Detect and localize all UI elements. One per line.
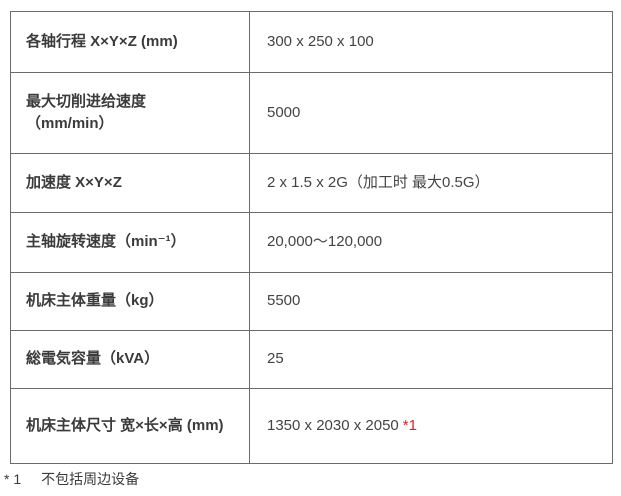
spec-row: 加速度 X×Y×Z 2 x 1.5 x 2G（加工时 最大0.5G）: [10, 153, 613, 213]
spec-value: 1350 x 2030 x 2050: [267, 416, 399, 434]
spec-value: 5000: [267, 103, 301, 121]
spec-value: 300 x 250 x 100: [267, 32, 374, 50]
spec-label: 総電気容量（kVA）: [10, 330, 250, 389]
spec-note-ref: *1: [402, 416, 417, 434]
spec-value-cell: 5000: [249, 72, 613, 154]
footnote-marker: * 1: [4, 471, 22, 487]
spec-value-cell: 5500: [249, 272, 613, 331]
spec-row: 最大切削进给速度 （mm/min） 5000: [10, 72, 613, 154]
spec-label: 机床主体重量（kg）: [10, 272, 250, 331]
footnote: * 1 不包括周边设备: [4, 470, 139, 488]
spec-label: 最大切削进给速度 （mm/min）: [10, 72, 250, 154]
spec-value-cell: 20,000～120,000: [249, 212, 613, 273]
spec-value: 5500: [267, 292, 301, 310]
spec-label: 主轴旋转速度（min⁻¹）: [10, 212, 250, 273]
footnote-text: 不包括周边设备: [41, 471, 140, 487]
spec-row: 主轴旋转速度（min⁻¹） 20,000～120,000: [10, 212, 613, 273]
spec-table: 各轴行程 X×Y×Z (mm) 300 x 250 x 100 最大切削进给速度…: [10, 11, 613, 464]
spec-row: 各轴行程 X×Y×Z (mm) 300 x 250 x 100: [10, 11, 613, 73]
spec-label: 各轴行程 X×Y×Z (mm): [10, 11, 250, 73]
spec-row: 総電気容量（kVA） 25: [10, 330, 613, 389]
spec-value-cell: 2 x 1.5 x 2G（加工时 最大0.5G）: [249, 153, 613, 213]
spec-value-cell: 300 x 250 x 100: [249, 11, 613, 73]
spec-value-cell: 1350 x 2030 x 2050 *1: [249, 388, 613, 464]
spec-value-cell: 25: [249, 330, 613, 389]
spec-value: 25: [267, 350, 284, 368]
spec-row: 机床主体重量（kg） 5500: [10, 272, 613, 331]
spec-row: 机床主体尺寸 宽×长×高 (mm) 1350 x 2030 x 2050 *1: [10, 388, 613, 464]
spec-label: 机床主体尺寸 宽×长×高 (mm): [10, 388, 250, 464]
spec-label: 加速度 X×Y×Z: [10, 153, 250, 213]
spec-value: 20,000～120,000: [267, 233, 383, 251]
spec-value: 2 x 1.5 x 2G（加工时 最大0.5G）: [267, 173, 490, 191]
